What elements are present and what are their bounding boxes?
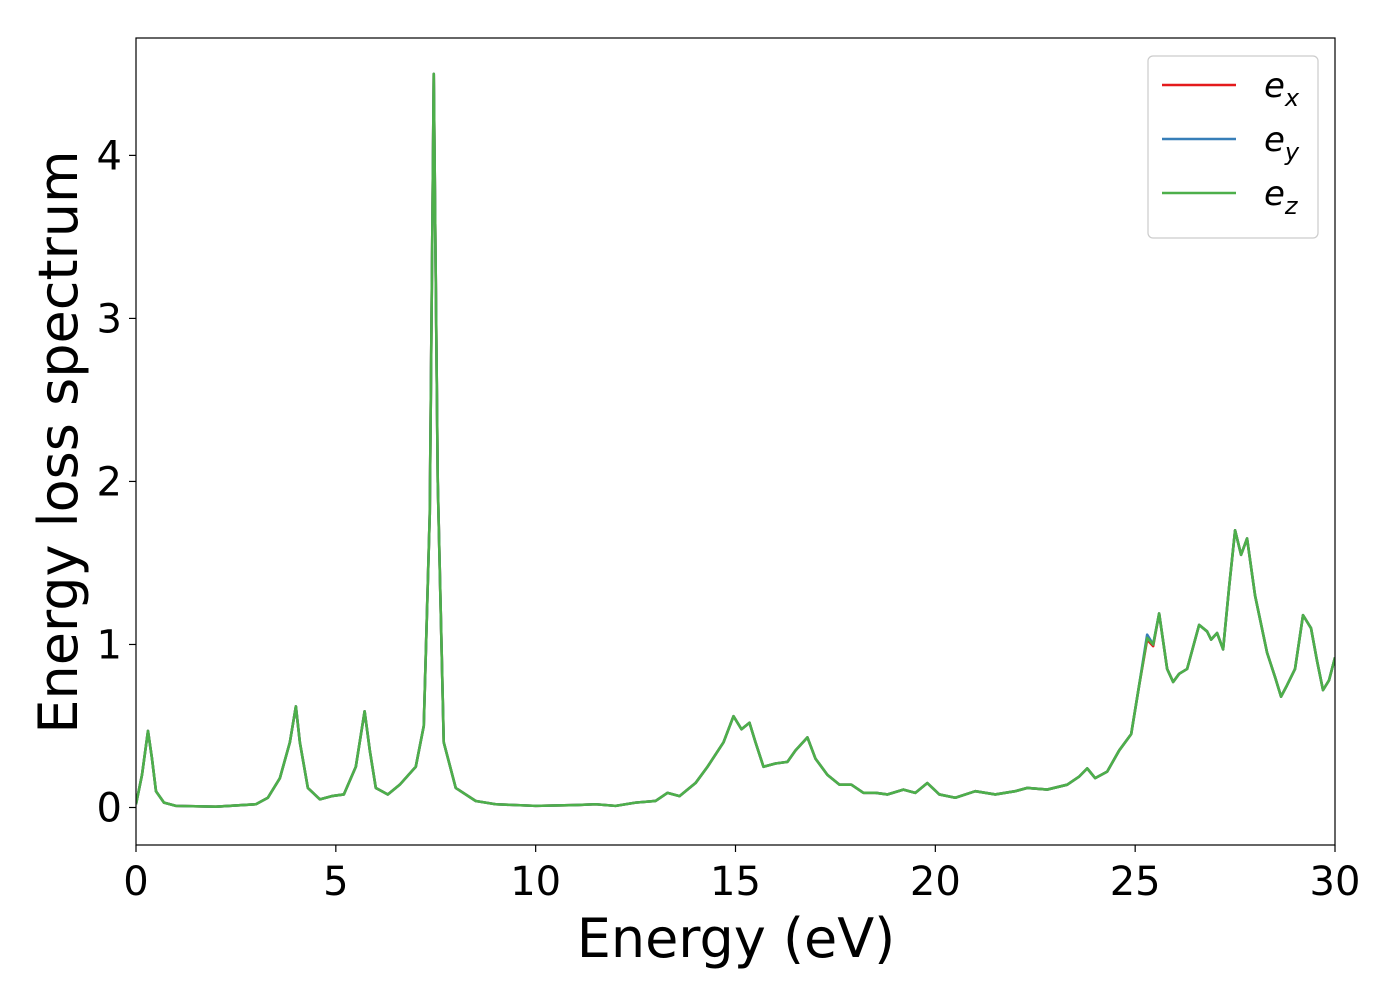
x-tick-label: 20 bbox=[910, 859, 961, 905]
x-tick-label: 15 bbox=[710, 859, 761, 905]
x-tick-label: 25 bbox=[1110, 859, 1161, 905]
x-tick-label: 5 bbox=[323, 859, 348, 905]
y-axis-label: Energy loss spectrum bbox=[27, 150, 90, 733]
x-axis-label: Energy (eV) bbox=[577, 907, 896, 970]
legend-label: ey bbox=[1264, 120, 1300, 166]
x-tick-label: 0 bbox=[123, 859, 148, 905]
series-line bbox=[136, 72, 1335, 808]
y-tick-label: 1 bbox=[97, 622, 122, 668]
legend-label: ex bbox=[1264, 66, 1300, 112]
x-tick-label: 30 bbox=[1310, 859, 1361, 905]
plot-frame bbox=[135, 37, 1336, 846]
y-tick-label: 4 bbox=[97, 133, 122, 179]
y-tick-label: 0 bbox=[97, 786, 122, 832]
y-tick-label: 3 bbox=[97, 296, 122, 342]
y-tick-label: 2 bbox=[97, 459, 122, 505]
legend-label: ez bbox=[1264, 174, 1299, 220]
x-tick-label: 10 bbox=[510, 859, 561, 905]
